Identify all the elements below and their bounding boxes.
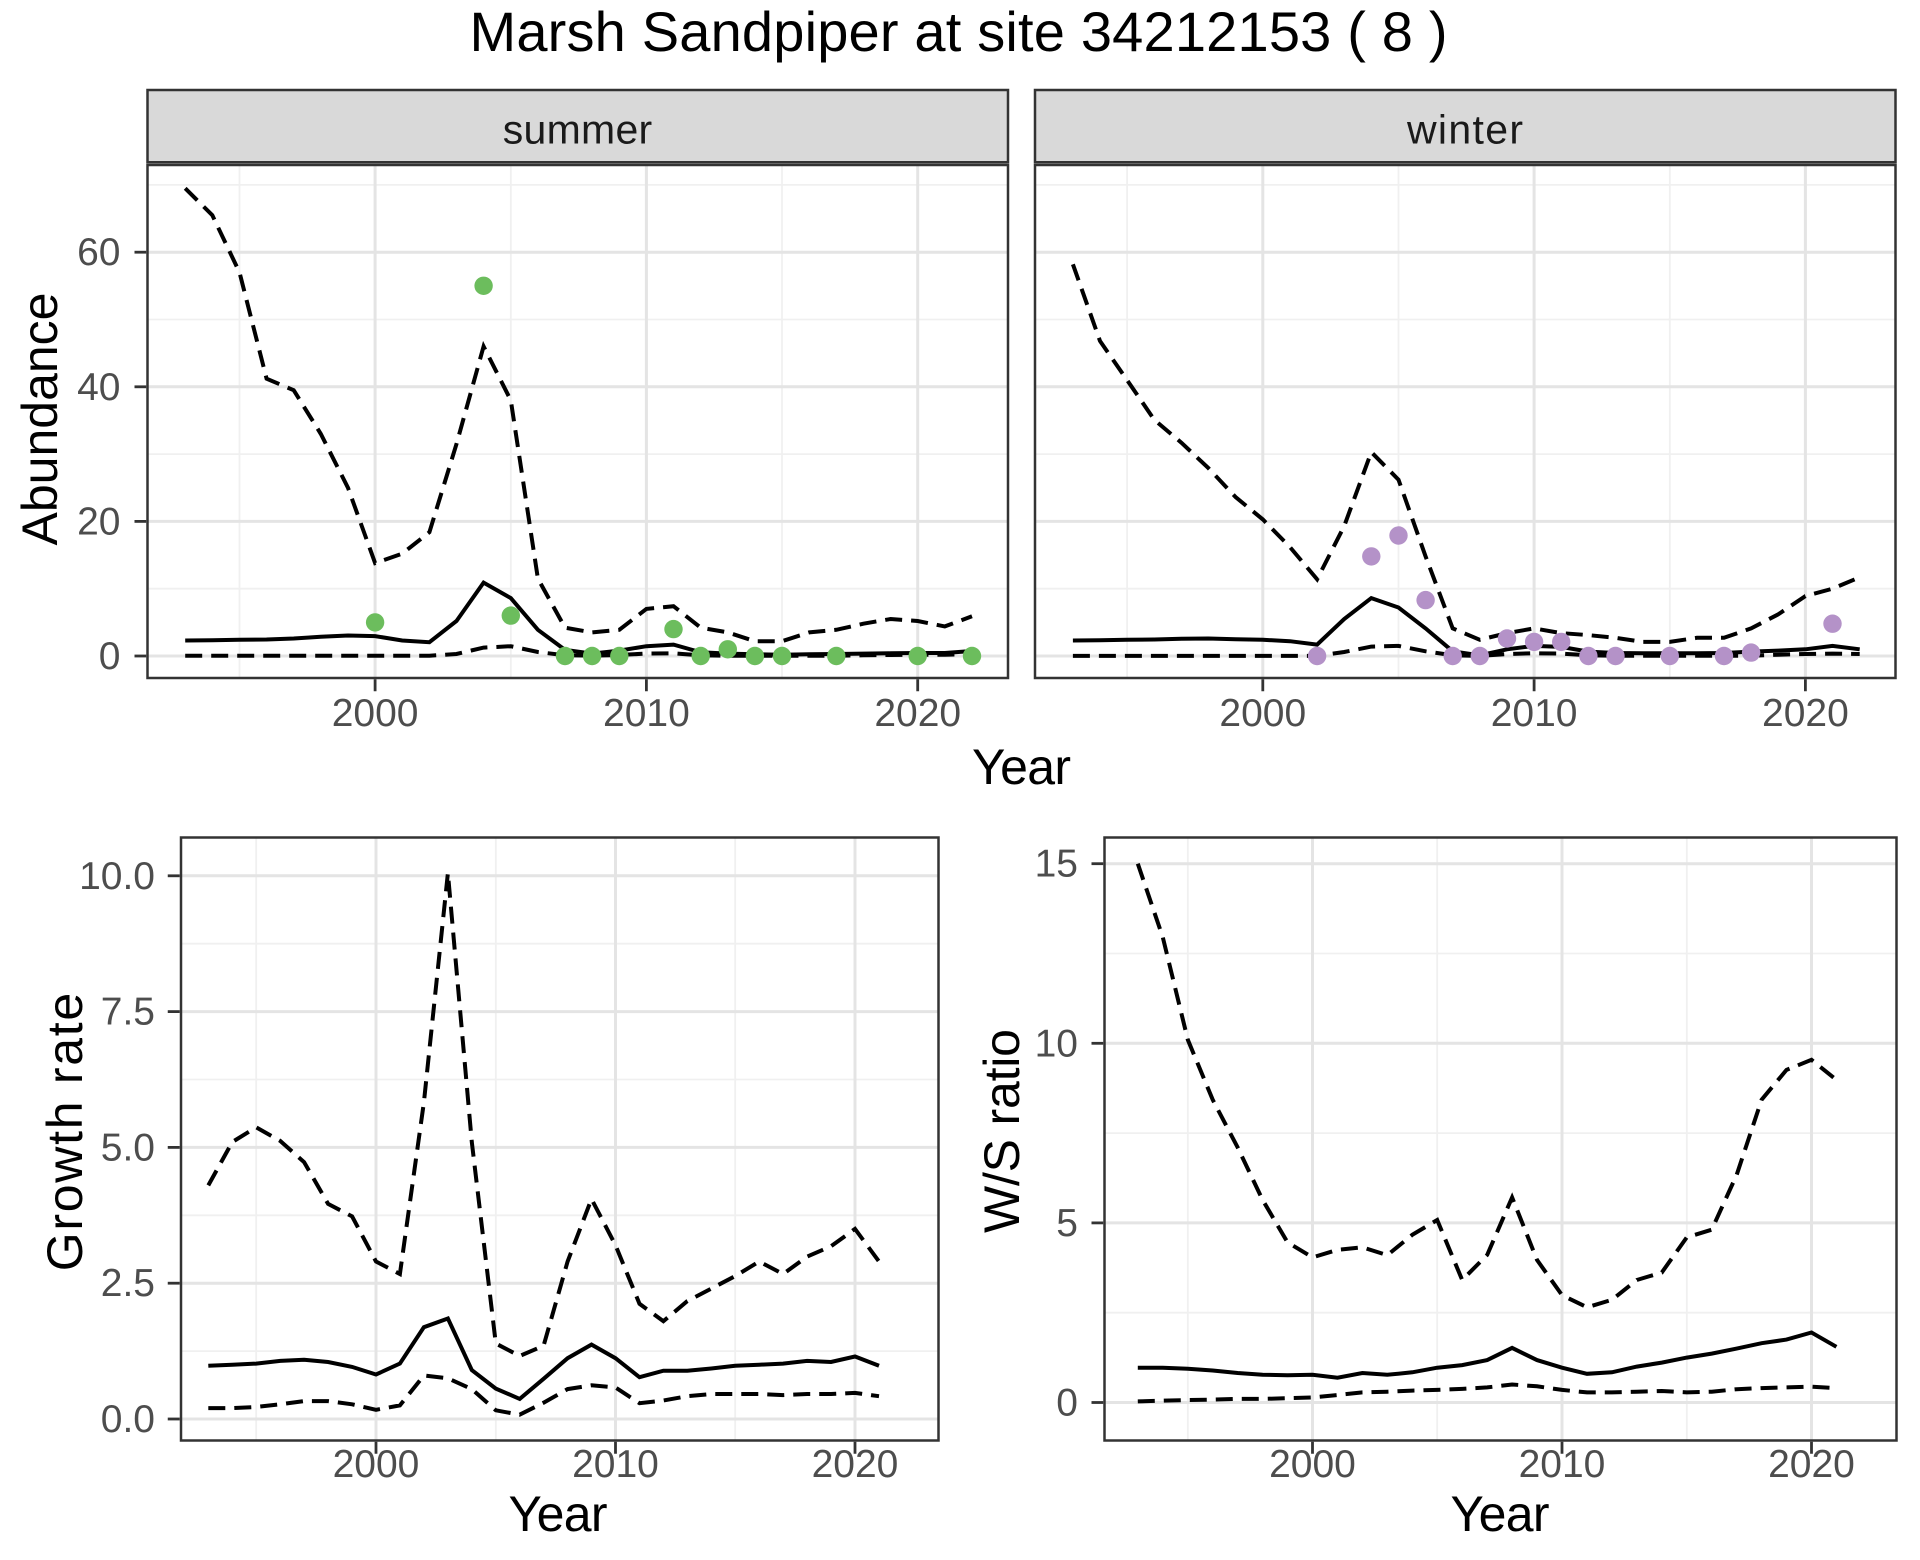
svg-text:Year: Year bbox=[509, 1486, 608, 1542]
svg-text:2010: 2010 bbox=[603, 692, 690, 735]
svg-text:Growth rate: Growth rate bbox=[37, 993, 93, 1272]
svg-text:2000: 2000 bbox=[333, 1443, 420, 1486]
svg-text:20: 20 bbox=[77, 500, 120, 543]
svg-text:Marsh Sandpiper at site 342121: Marsh Sandpiper at site 34212153 ( 8 ) bbox=[470, 0, 1448, 63]
svg-text:2000: 2000 bbox=[332, 692, 419, 735]
svg-text:2010: 2010 bbox=[1519, 1443, 1606, 1486]
svg-text:2000: 2000 bbox=[1269, 1443, 1356, 1486]
svg-text:10: 10 bbox=[1035, 1022, 1078, 1065]
svg-text:summer: summer bbox=[503, 107, 652, 153]
svg-text:2020: 2020 bbox=[1762, 692, 1849, 735]
svg-text:Year: Year bbox=[1451, 1486, 1550, 1542]
svg-text:2020: 2020 bbox=[1768, 1443, 1855, 1486]
svg-text:2020: 2020 bbox=[812, 1443, 899, 1486]
svg-text:2010: 2010 bbox=[1491, 692, 1578, 735]
svg-text:Year: Year bbox=[972, 739, 1071, 795]
svg-text:7.5: 7.5 bbox=[101, 991, 155, 1034]
svg-text:15: 15 bbox=[1035, 843, 1078, 886]
svg-text:60: 60 bbox=[77, 231, 120, 274]
svg-text:2010: 2010 bbox=[572, 1443, 659, 1486]
svg-text:2.5: 2.5 bbox=[101, 1262, 155, 1305]
svg-text:0: 0 bbox=[99, 635, 121, 678]
svg-text:5: 5 bbox=[1056, 1202, 1078, 1245]
svg-text:40: 40 bbox=[77, 366, 120, 409]
svg-text:10.0: 10.0 bbox=[79, 855, 155, 898]
svg-text:winter: winter bbox=[1406, 107, 1523, 153]
svg-text:2020: 2020 bbox=[874, 692, 961, 735]
svg-text:0: 0 bbox=[1056, 1382, 1078, 1425]
svg-text:W/S ratio: W/S ratio bbox=[974, 1029, 1030, 1233]
svg-text:Abundance: Abundance bbox=[12, 293, 68, 546]
svg-text:0.0: 0.0 bbox=[101, 1398, 155, 1441]
svg-text:5.0: 5.0 bbox=[101, 1126, 155, 1169]
svg-text:2000: 2000 bbox=[1219, 692, 1306, 735]
